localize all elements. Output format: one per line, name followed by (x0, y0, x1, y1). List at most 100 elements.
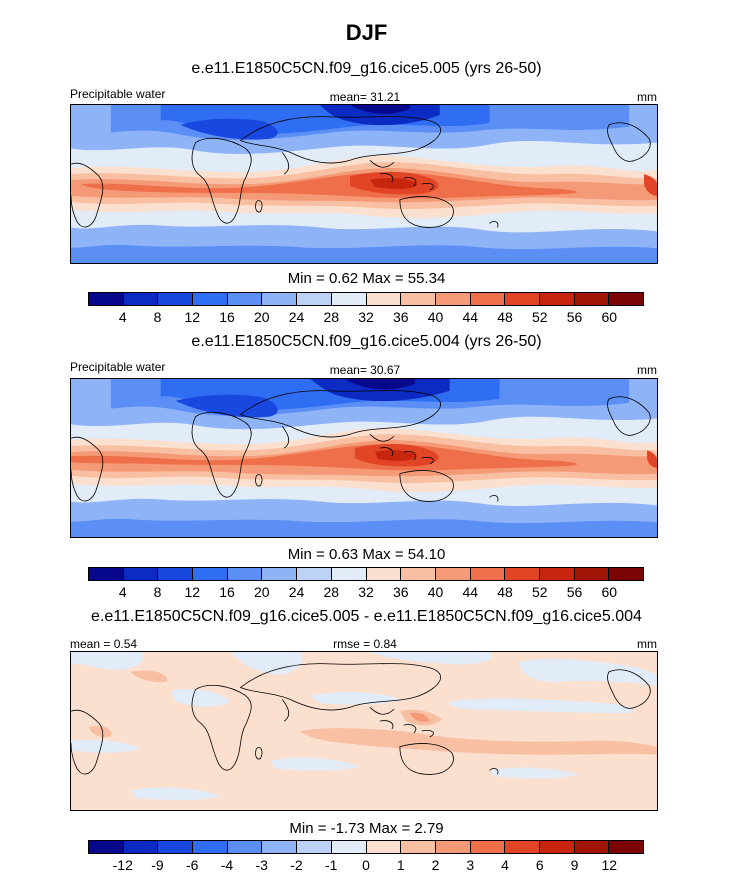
colorbar-swatch (331, 293, 367, 305)
panel-2-variable-label: Precipitable water (70, 360, 166, 374)
panel-3-units-label: mm (637, 637, 657, 651)
panel-1-mean-label: mean= 31.21 (329, 90, 401, 104)
colorbar-swatch (158, 293, 194, 305)
colorbar-swatch (331, 841, 367, 853)
colorbar-swatch (505, 841, 540, 853)
colorbar-tick-label: 12 (601, 857, 618, 873)
colorbar-tick-label: 52 (531, 584, 548, 600)
colorbar-swatch (262, 293, 298, 305)
colorbar-tick-label: 3 (466, 857, 475, 873)
panel-2-colorbar (88, 567, 644, 581)
figure-title: DJF (345, 20, 388, 45)
colorbar-tick-label: -4 (220, 857, 234, 873)
colorbar-tick-label: 12 (184, 309, 201, 325)
colorbar-tick-label: 44 (462, 309, 479, 325)
colorbar-tick-label: -1 (325, 857, 338, 873)
colorbar-tick-label: 48 (497, 584, 513, 600)
colorbar-tick-label: 32 (358, 584, 374, 600)
panel-3-rmse-label: rmse = 0.84 (333, 637, 397, 651)
colorbar-tick-label: 8 (153, 309, 162, 325)
colorbar-tick-label: 52 (531, 309, 548, 325)
colorbar-tick-label: 60 (601, 584, 618, 600)
panel-2-mean-label: mean= 30.67 (329, 363, 401, 377)
colorbar-swatch (470, 841, 506, 853)
colorbar-swatch (89, 293, 124, 305)
colorbar-swatch (193, 293, 228, 305)
colorbar-tick-label: 56 (566, 309, 583, 325)
colorbar-tick-label: 36 (392, 584, 409, 600)
panel-2-title: e.e11.E1850C5CN.f09_g16.cice5.004 (yrs 2… (191, 333, 542, 350)
colorbar-swatch (505, 293, 540, 305)
colorbar-swatch (470, 293, 506, 305)
colorbar-swatch (297, 293, 332, 305)
colorbar-swatch (227, 568, 263, 580)
colorbar-swatch (366, 293, 402, 305)
colorbar-tick-label: 24 (288, 584, 305, 600)
colorbar-swatch (435, 568, 471, 580)
colorbar-tick-label: 16 (219, 584, 235, 600)
colorbar-tick-label: -6 (186, 857, 199, 873)
colorbar-swatch (262, 841, 298, 853)
colorbar-tick-label: 2 (431, 857, 440, 873)
colorbar-swatch (401, 841, 436, 853)
colorbar-tick-label: 40 (427, 584, 444, 600)
colorbar-swatch (89, 841, 124, 853)
colorbar-tick-label: 8 (153, 584, 162, 600)
colorbar-tick-label: 1 (396, 857, 405, 873)
colorbar-tick-label: -9 (151, 857, 164, 873)
colorbar-swatch (366, 841, 402, 853)
panel-3-title: e.e11.E1850C5CN.f09_g16.cice5.005 - e.e1… (91, 608, 642, 625)
panel-3-map (70, 651, 658, 811)
colorbar-tick-label: 0 (362, 857, 370, 873)
colorbar-tick-label: 40 (427, 309, 444, 325)
colorbar-swatch (123, 293, 159, 305)
colorbar-tick-label: -2 (290, 857, 303, 873)
colorbar-swatch (609, 841, 643, 853)
colorbar-swatch (505, 568, 540, 580)
colorbar-swatch (574, 841, 610, 853)
colorbar-swatch (574, 568, 610, 580)
colorbar-swatch (331, 568, 367, 580)
panel-1-variable-label: Precipitable water (70, 87, 166, 101)
panel-1-minmax: Min = 0.62 Max = 55.34 (287, 270, 446, 287)
colorbar-swatch (539, 841, 575, 853)
colorbar-swatch (435, 841, 471, 853)
colorbar-swatch (401, 293, 436, 305)
panel-2-map (70, 378, 658, 538)
panel-3-colorbar-ticks: -12 -9 -6 -4 -3 -2 -1 0 1 2 3 4 6 9 12 (88, 857, 644, 873)
colorbar-tick-label: 6 (535, 857, 544, 873)
colorbar-tick-label: 32 (358, 309, 374, 325)
colorbar-swatch (470, 568, 506, 580)
colorbar-tick-label: 28 (323, 309, 340, 325)
colorbar-swatch (539, 293, 575, 305)
colorbar-swatch (227, 841, 263, 853)
colorbar-tick-label: 20 (253, 584, 270, 600)
colorbar-swatch (609, 293, 643, 305)
panel-3-mean-label: mean = 0.54 (70, 637, 138, 651)
colorbar-tick-label: 60 (601, 309, 618, 325)
colorbar-swatch (366, 568, 402, 580)
panel-3-minmax: Min = -1.73 Max = 2.79 (289, 820, 444, 837)
colorbar-swatch (123, 841, 159, 853)
colorbar-tick-label: 48 (497, 309, 513, 325)
colorbar-tick-label: 4 (118, 309, 127, 325)
colorbar-swatch (297, 841, 332, 853)
colorbar-tick-label: 44 (462, 584, 479, 600)
colorbar-swatch (401, 568, 436, 580)
colorbar-tick-label: 36 (392, 309, 409, 325)
panel-1-map (70, 104, 658, 264)
colorbar-tick-label: 56 (566, 584, 583, 600)
colorbar-swatch (609, 568, 643, 580)
panel-2-colorbar-ticks: 4 8 12 16 20 24 28 32 36 40 44 48 52 56 60 (88, 584, 644, 600)
colorbar-swatch (227, 293, 263, 305)
panel-2-units-label: mm (637, 363, 657, 377)
colorbar-tick-label: 12 (184, 584, 201, 600)
colorbar-swatch (574, 293, 610, 305)
colorbar-swatch (539, 568, 575, 580)
colorbar-tick-label: 28 (323, 584, 340, 600)
colorbar-tick-label: -12 (112, 857, 133, 873)
colorbar-swatch (435, 293, 471, 305)
colorbar-tick-label: 16 (219, 309, 235, 325)
panel-1-units-label: mm (637, 90, 657, 104)
panel-1-colorbar-ticks: 4 8 12 16 20 24 28 32 36 40 44 48 52 56 60 (88, 309, 644, 325)
